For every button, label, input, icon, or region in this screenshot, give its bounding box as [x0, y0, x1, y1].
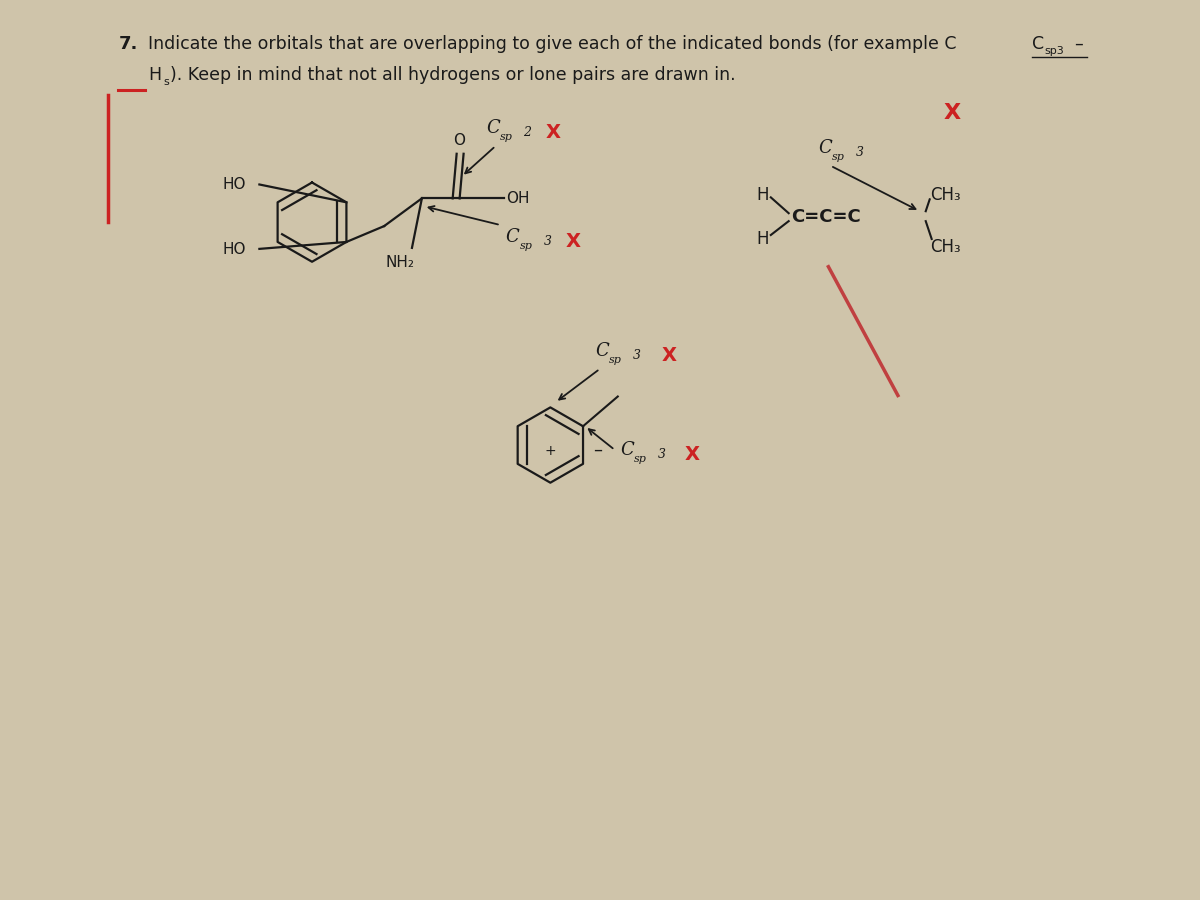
Text: X: X: [944, 104, 961, 123]
Text: X: X: [662, 346, 677, 365]
Text: +: +: [545, 444, 556, 458]
Text: C: C: [1032, 35, 1044, 53]
Text: 3: 3: [544, 236, 551, 248]
Text: NH₂: NH₂: [385, 256, 414, 270]
Text: H: H: [148, 67, 161, 85]
Text: sp: sp: [634, 454, 647, 464]
Text: HO: HO: [223, 177, 246, 192]
Text: C: C: [620, 441, 634, 459]
Text: X: X: [546, 123, 560, 142]
Text: 3: 3: [857, 147, 864, 159]
Text: C: C: [818, 139, 833, 157]
Text: X: X: [685, 446, 700, 464]
Text: H: H: [756, 186, 769, 204]
Text: –: –: [593, 441, 602, 459]
Text: C: C: [486, 119, 499, 137]
Text: OH: OH: [506, 191, 529, 206]
Text: 3: 3: [632, 349, 641, 363]
Text: sp: sp: [520, 241, 533, 251]
Text: CH₃: CH₃: [930, 238, 960, 256]
Text: s: s: [163, 77, 169, 87]
Text: ). Keep in mind that not all hydrogens or lone pairs are drawn in.: ). Keep in mind that not all hydrogens o…: [170, 67, 736, 85]
Text: O: O: [454, 133, 466, 148]
Text: Indicate the orbitals that are overlapping to give each of the indicated bonds (: Indicate the orbitals that are overlappi…: [148, 35, 956, 53]
Text: sp: sp: [499, 132, 512, 142]
Text: C: C: [595, 342, 608, 360]
Text: CH₃: CH₃: [930, 186, 960, 204]
Text: sp3: sp3: [1045, 46, 1064, 56]
Text: –: –: [1074, 35, 1082, 53]
Text: sp: sp: [833, 152, 845, 162]
Text: C: C: [505, 228, 520, 246]
Text: 2: 2: [523, 127, 532, 140]
Text: HO: HO: [223, 242, 246, 257]
Text: 7.: 7.: [119, 35, 138, 53]
Text: C=C=C: C=C=C: [791, 208, 860, 226]
Text: X: X: [565, 232, 581, 251]
Text: sp: sp: [608, 355, 622, 365]
Text: H: H: [756, 230, 769, 248]
Text: 3: 3: [658, 448, 666, 462]
